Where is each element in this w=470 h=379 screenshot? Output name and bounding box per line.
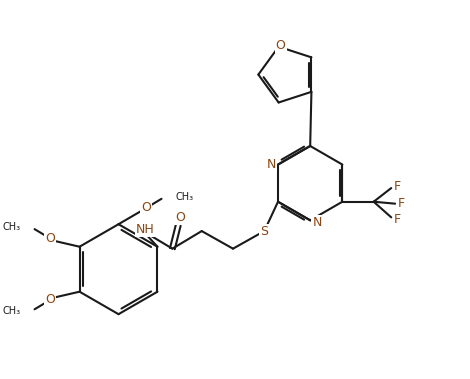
Text: N: N: [313, 216, 322, 229]
Text: CH₃: CH₃: [3, 222, 21, 232]
Text: O: O: [45, 293, 55, 306]
Text: F: F: [398, 197, 405, 210]
Text: NH: NH: [136, 222, 154, 236]
Text: O: O: [141, 201, 151, 214]
Text: O: O: [175, 211, 185, 224]
Text: N: N: [266, 158, 276, 171]
Text: S: S: [260, 225, 268, 238]
Text: F: F: [393, 213, 401, 226]
Text: CH₃: CH₃: [3, 306, 21, 316]
Text: F: F: [393, 180, 401, 193]
Text: CH₃: CH₃: [175, 192, 193, 202]
Text: O: O: [45, 232, 55, 245]
Text: O: O: [275, 39, 285, 52]
